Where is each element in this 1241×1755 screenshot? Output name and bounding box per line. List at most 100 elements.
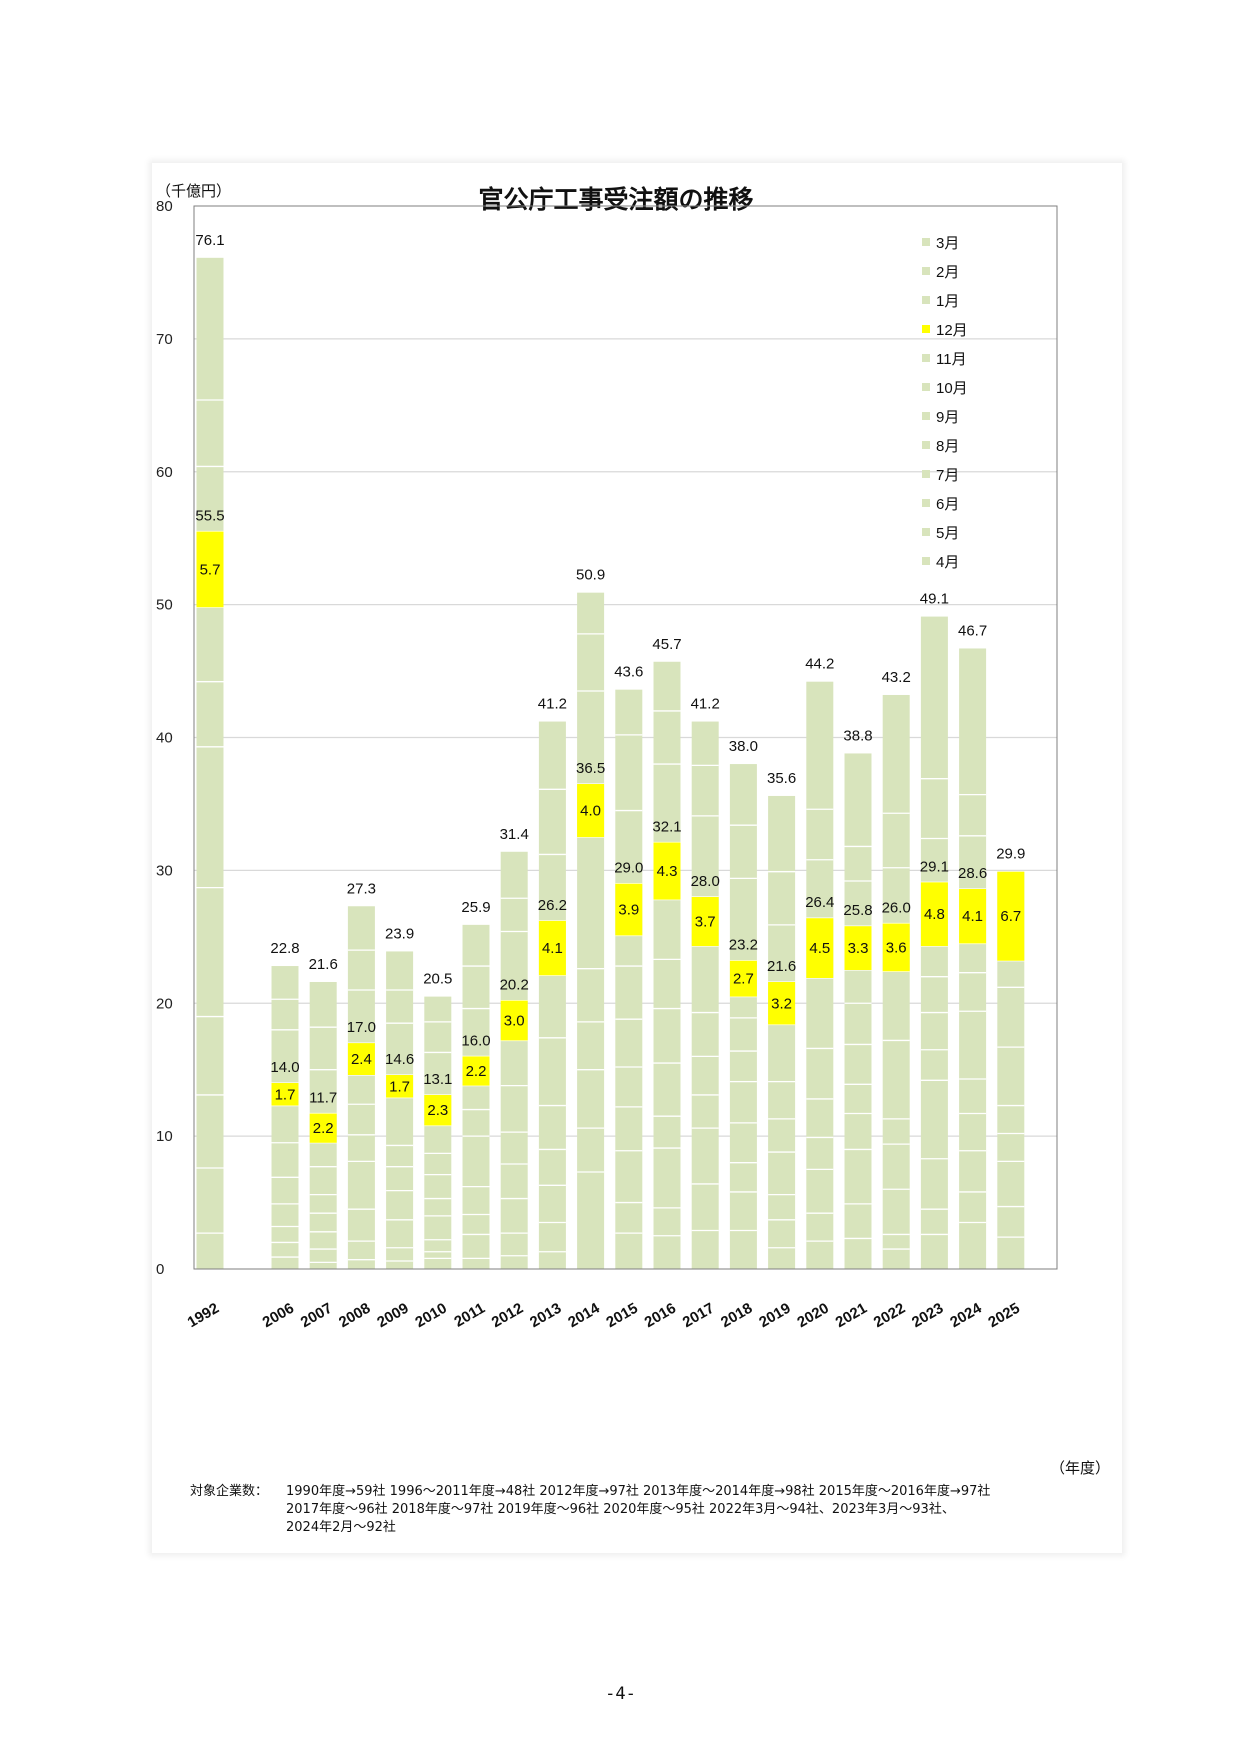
- total-label-2013: 41.2: [538, 696, 567, 713]
- december-label-2016: 4.3: [657, 863, 678, 880]
- note-line-3: 2024年2月～92社: [286, 1520, 396, 1535]
- note-prefix: 対象企業数：: [190, 1484, 269, 1499]
- cumulative-label-2015: 29.0: [614, 860, 643, 877]
- december-segment-2025: [997, 871, 1025, 961]
- total-label-2017: 41.2: [691, 696, 720, 713]
- cumulative-label-2022: 26.0: [882, 900, 911, 917]
- december-segment-2022: [882, 923, 910, 972]
- december-label-2015: 3.9: [618, 902, 639, 919]
- chart-title: 官公庁工事受注額の推移: [478, 185, 753, 214]
- note-line-1: 1990年度→59社 1996～2011年度→48社 2012年度→97社 20…: [286, 1484, 991, 1499]
- bar-2022: [882, 694, 910, 1269]
- y-tick-label: 80: [156, 198, 173, 215]
- december-segment-2019: [768, 981, 796, 1025]
- total-label-2025: 29.9: [996, 846, 1025, 863]
- total-label-2024: 46.7: [958, 622, 987, 639]
- total-label-2015: 43.6: [614, 664, 643, 681]
- december-segment-2013: [538, 920, 566, 976]
- y-tick-label: 40: [156, 730, 173, 747]
- december-segment-2010: [424, 1094, 452, 1126]
- total-label-2016: 45.7: [652, 636, 681, 653]
- x-tick-label-1992: 1992: [185, 1300, 222, 1331]
- december-segment-2023: [920, 882, 948, 947]
- cumulative-label-2006: 14.0: [270, 1059, 299, 1076]
- cumulative-label-2014: 36.5: [576, 760, 605, 777]
- legend-label-9月: 9月: [936, 409, 959, 426]
- y-tick-label: 60: [156, 464, 173, 481]
- total-label-2022: 43.2: [882, 669, 911, 686]
- bar-2014: [577, 592, 605, 1269]
- legend-label-12月: 12月: [936, 322, 968, 339]
- x-tick-label-2020: 2020: [794, 1300, 831, 1331]
- december-segment-2018: [729, 960, 757, 997]
- legend-swatch-1月: [922, 296, 930, 304]
- x-tick-label-2022: 2022: [871, 1300, 908, 1331]
- december-label-2008: 2.4: [351, 1051, 372, 1068]
- total-label-2007: 21.6: [309, 956, 338, 973]
- bar-2012: [500, 851, 528, 1269]
- bar-2021: [844, 753, 872, 1269]
- cumulative-label-2007: 11.7: [309, 1090, 337, 1107]
- bar-2009: [386, 951, 414, 1269]
- december-label-2007: 2.2: [313, 1120, 334, 1137]
- cumulative-label-2017: 28.0: [691, 873, 720, 890]
- cumulative-label-2010: 13.1: [423, 1071, 452, 1088]
- legend-swatch-11月: [922, 354, 930, 362]
- y-axis-unit-label: （千億円）: [156, 182, 231, 200]
- december-segment-2016: [653, 842, 681, 900]
- december-segment-2015: [615, 883, 643, 936]
- bar-2024: [959, 648, 987, 1269]
- x-tick-label-2023: 2023: [909, 1300, 946, 1331]
- december-segment-1992: [196, 531, 224, 608]
- december-segment-2012: [500, 1000, 528, 1041]
- legend-label-10月: 10月: [936, 380, 968, 397]
- cumulative-label-2020: 26.4: [805, 894, 834, 911]
- y-tick-label: 70: [156, 331, 173, 348]
- legend-label-6月: 6月: [936, 496, 959, 513]
- december-label-2019: 3.2: [771, 995, 792, 1012]
- legend-label-5月: 5月: [936, 525, 959, 542]
- december-segment-2017: [691, 896, 719, 947]
- december-label-2021: 3.3: [848, 940, 869, 957]
- x-tick-label-2008: 2008: [336, 1300, 373, 1331]
- december-label-2014: 4.0: [580, 803, 601, 820]
- legend-swatch-7月: [922, 470, 930, 478]
- legend-label-1月: 1月: [936, 293, 959, 310]
- cumulative-label-2024: 28.6: [958, 865, 987, 882]
- x-tick-label-2013: 2013: [527, 1300, 564, 1331]
- x-tick-label-2010: 2010: [412, 1300, 449, 1331]
- total-label-2021: 38.8: [843, 727, 872, 744]
- december-label-2018: 2.7: [733, 971, 754, 988]
- legend-swatch-3月: [922, 238, 930, 246]
- december-label-2024: 4.1: [962, 908, 983, 925]
- december-segment-2014: [577, 784, 605, 838]
- cumulative-label-2021: 25.8: [843, 902, 872, 919]
- legend-swatch-5月: [922, 528, 930, 536]
- cumulative-label-2012: 20.2: [500, 977, 529, 994]
- y-tick-label: 50: [156, 597, 173, 614]
- legend-swatch-9月: [922, 412, 930, 420]
- december-segment-2021: [844, 926, 872, 971]
- legend-swatch-6月: [922, 499, 930, 507]
- total-label-2019: 35.6: [767, 770, 796, 787]
- x-axis-unit-label: （年度）: [1050, 1459, 1110, 1477]
- cumulative-label-2018: 23.2: [729, 937, 758, 954]
- december-label-2012: 3.0: [504, 1013, 525, 1030]
- december-label-1992: 5.7: [200, 561, 221, 578]
- bar-2006: [271, 966, 299, 1269]
- legend-label-4月: 4月: [936, 554, 959, 571]
- cumulative-label-2011: 16.0: [461, 1032, 490, 1049]
- cumulative-label-2013: 26.2: [538, 897, 567, 914]
- x-tick-label-2012: 2012: [489, 1300, 526, 1331]
- chart-panel: 官公庁工事受注額の推移 （千億円） （年度） 0 10 20 30 40 50 60 70 80…: [152, 163, 1122, 1553]
- december-label-2022: 3.6: [886, 939, 907, 956]
- bar-2010: [424, 996, 452, 1269]
- december-segment-2011: [462, 1056, 490, 1086]
- total-label-2014: 50.9: [576, 567, 605, 584]
- x-tick-label-2015: 2015: [603, 1300, 640, 1331]
- legend-swatch-12月: [922, 325, 930, 333]
- x-tick-label-2017: 2017: [680, 1300, 717, 1331]
- december-label-2013: 4.1: [542, 940, 563, 957]
- cumulative-label-2008: 17.0: [347, 1019, 376, 1036]
- x-tick-label-2018: 2018: [718, 1300, 755, 1331]
